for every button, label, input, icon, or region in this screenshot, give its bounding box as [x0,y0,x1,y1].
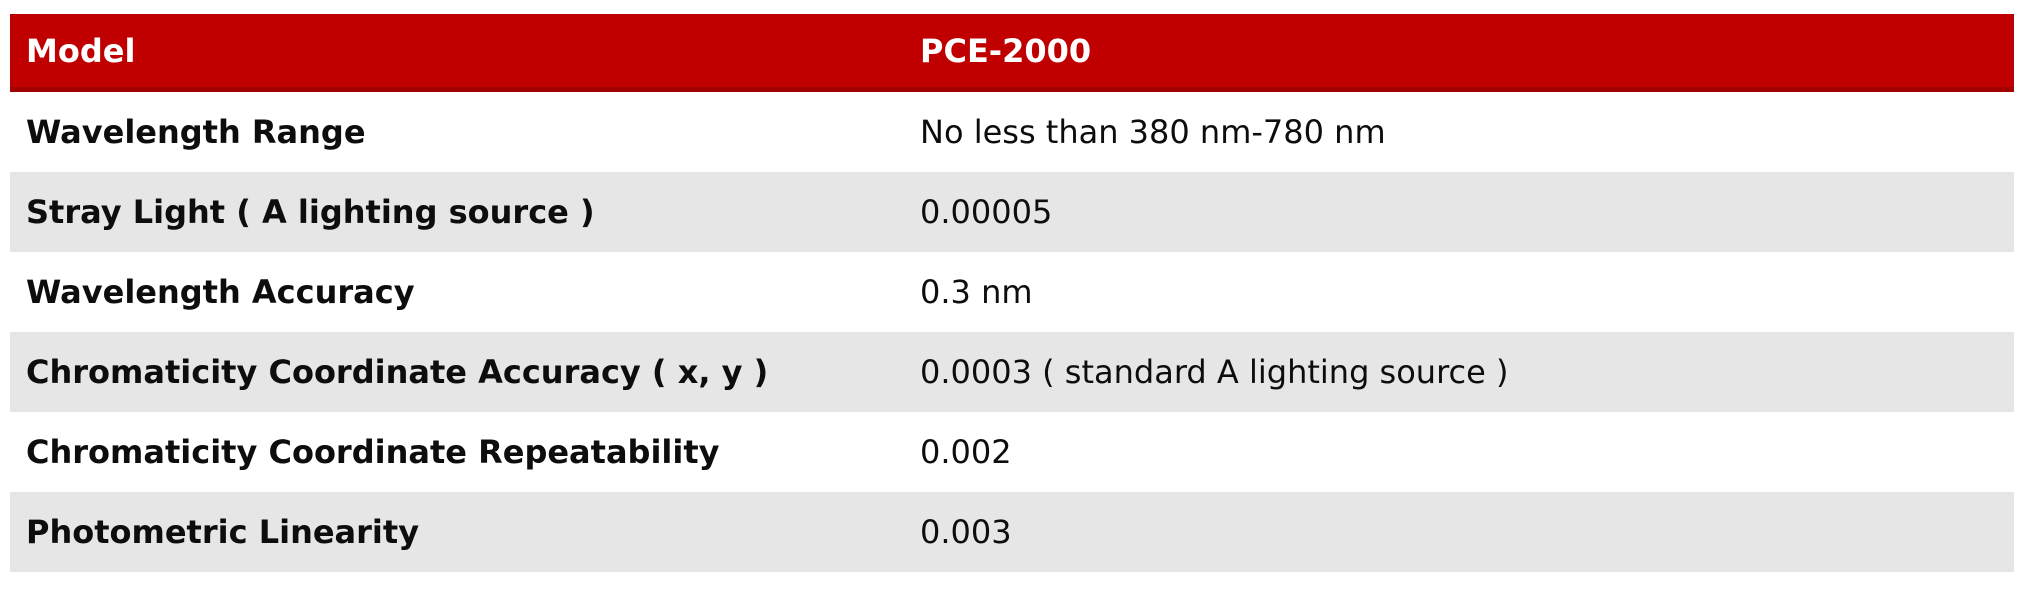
row-value: 0.0003 ( standard A lighting source ) [920,353,1509,391]
row-label: Photometric Linearity [26,513,420,551]
table-row: Chromaticity Coordinate Accuracy ( x, y … [10,332,2014,412]
table-header-row: Model PCE-2000 [10,14,2014,92]
header-product-cell: PCE-2000 [920,31,1092,70]
table-row: Wavelength Range No less than 380 nm-780… [10,92,2014,172]
spec-table: Model PCE-2000 Wavelength Range No less … [10,14,2014,572]
row-label: Wavelength Accuracy [26,273,415,311]
table-row: Chromaticity Coordinate Repeatability 0.… [10,412,2014,492]
table-row: Wavelength Accuracy 0.3 nm [10,252,2014,332]
row-label: Chromaticity Coordinate Accuracy ( x, y … [26,353,769,391]
header-model-cell: Model [26,31,136,70]
row-label: Wavelength Range [26,113,366,151]
row-label: Chromaticity Coordinate Repeatability [26,433,720,471]
row-value: 0.00005 [920,193,1053,231]
row-value: 0.002 [920,433,1012,471]
table-row: Stray Light ( A lighting source ) 0.0000… [10,172,2014,252]
row-value: 0.3 nm [920,273,1033,311]
row-value: 0.003 [920,513,1012,551]
row-value: No less than 380 nm-780 nm [920,113,1386,151]
row-label: Stray Light ( A lighting source ) [26,193,595,231]
table-row: Photometric Linearity 0.003 [10,492,2014,572]
